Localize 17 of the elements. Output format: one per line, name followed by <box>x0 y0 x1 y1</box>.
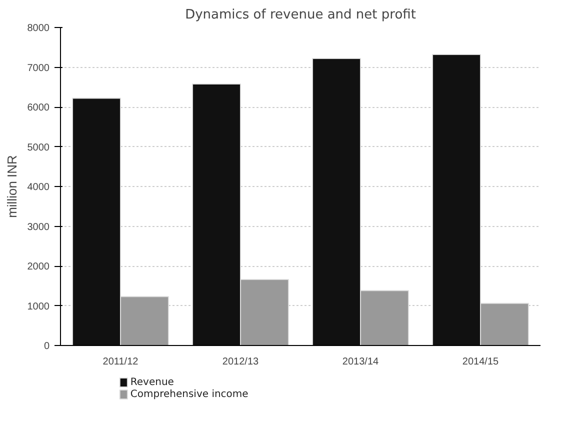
y-axis-title: million INR <box>4 155 20 218</box>
legend-label: Revenue <box>130 377 174 388</box>
y-tick-label: 6000 <box>27 102 50 114</box>
y-tick-label: 7000 <box>27 62 50 74</box>
x-tick-label: 2012/13 <box>222 356 260 368</box>
x-tick-label: 2014/15 <box>462 356 500 368</box>
y-tick-label: 0 <box>44 341 50 352</box>
x-tick-label: 2011/12 <box>102 356 139 368</box>
y-tick-label: 1000 <box>27 301 50 312</box>
y-tick-label: 8000 <box>27 23 50 34</box>
legend-label: Comprehensive income <box>130 389 248 400</box>
y-tick-label: 5000 <box>27 142 50 154</box>
y-tick-label: 2000 <box>27 262 50 272</box>
chart-title: Dynamics of revenue and net profit <box>185 8 416 22</box>
y-tick-label: 3000 <box>27 222 50 233</box>
y-tick-label: 4000 <box>27 182 50 193</box>
x-tick-label: 2013/14 <box>342 356 380 368</box>
